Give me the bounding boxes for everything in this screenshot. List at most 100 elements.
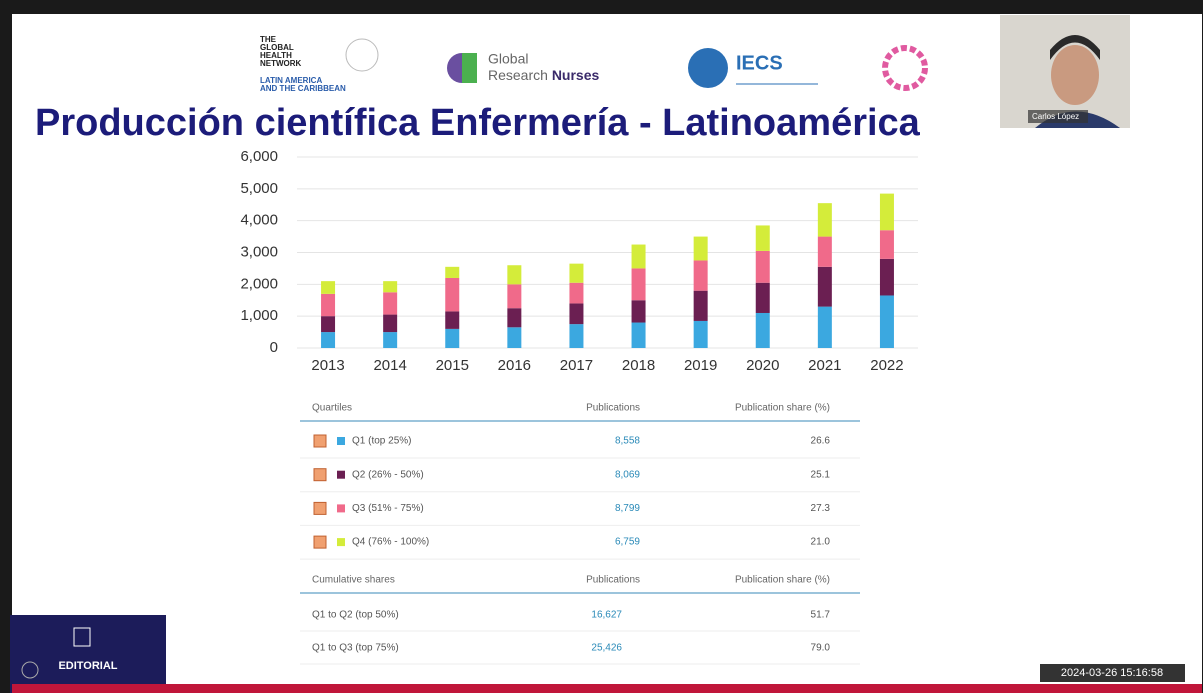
bar-segment [879,230,894,259]
bar-segment [631,300,646,323]
bar-segment [693,260,708,291]
bar-segment [383,332,398,348]
logo-text: AND THE CARIBBEAN [260,84,346,93]
bar-segment [879,295,894,348]
bar-segment [879,193,894,231]
row-swatch [337,504,345,513]
bar-segment [817,203,832,237]
bar-segment [507,284,522,309]
bar-segment [879,258,894,296]
logo-mark [462,53,477,83]
bar-segment [507,308,522,328]
row-publications: 8,069 [615,469,640,480]
bar-segment [631,268,646,301]
row-checkbox [313,535,327,549]
bar-segment [445,266,460,278]
hair [1050,35,1100,60]
x-tick-label: 2018 [622,357,655,374]
row-share: 25.1 [811,469,831,480]
row-publications: 8,558 [615,436,640,447]
row-label: Q4 (76% - 100%) [352,537,429,548]
y-tick-label: 2,000 [240,275,278,292]
row-label: Q1 to Q2 (top 50%) [312,610,399,621]
bar-segment [755,312,770,348]
row-share: 51.7 [811,610,831,621]
logo-text: LATIN AMERICA [260,76,322,85]
bar-segment [445,277,460,312]
bar-segment [693,290,708,321]
row-share: 26.6 [811,436,831,447]
table-header: Publication share (%) [735,403,830,414]
row-label: Q3 (51% - 75%) [352,503,424,514]
bar-segment [321,293,336,317]
x-tick-label: 2016 [498,357,531,374]
bar-segment [693,236,708,261]
logo-mark [688,48,728,88]
row-label: Q1 (top 25%) [352,436,411,447]
logo-text: HEALTH [260,51,292,60]
bar-segment [445,328,460,348]
row-label: Q1 to Q3 (top 75%) [312,643,399,654]
x-tick-label: 2015 [436,357,469,374]
row-checkbox [313,468,327,482]
bar-segment [321,316,336,333]
table-header: Cumulative shares [312,575,395,586]
y-tick-label: 4,000 [240,212,278,229]
logo-text: Research [488,67,548,83]
x-tick-label: 2020 [746,357,779,374]
bar-segment [817,306,832,348]
table-header: Publications [586,403,640,414]
name-tag [1028,110,1088,123]
bar-segment [383,281,398,293]
y-tick-label: 5,000 [240,180,278,197]
logo-iecs: IECS [688,48,818,88]
row-publications: 25,426 [591,643,622,654]
bar-segment [383,314,398,333]
chart: 0 1,000 2,000 3,000 4,000 5,000 6,000 2013 2014 2… [240,148,918,374]
bar-segment [321,281,336,294]
bar-segment [693,320,708,348]
y-tick-label: 1,000 [240,307,278,324]
timestamp-bg [1040,664,1185,682]
x-tick-label: 2014 [373,357,406,374]
row-checkbox [313,501,327,515]
logo-circle [882,45,928,91]
bar-segment [817,266,832,307]
bar-segment [569,263,584,283]
webcam-name: Carlos López [1032,112,1079,121]
bar-segment [631,322,646,348]
bar-segment [755,250,770,283]
editorial-box [10,615,166,693]
row-publications: 16,627 [591,610,622,621]
y-tick-label: 6,000 [240,148,278,165]
row-share: 27.3 [811,503,831,514]
row-swatch [337,470,345,479]
editorial-icon [73,627,91,647]
logo-nurses: Global Research Nurses [447,51,599,83]
slide-title: Producción científica Enfermería - Latin… [35,102,921,144]
x-tick-label: 2022 [870,357,903,374]
x-tick-label: 2019 [684,357,717,374]
bar-segment [755,225,770,251]
row-swatch [337,538,345,547]
bar-segment [569,324,584,348]
row-publications: 8,799 [615,503,640,514]
bar-segment [321,332,336,348]
bar-segment [569,303,584,325]
logo-globe [345,38,379,72]
y-tick-label: 0 [270,339,278,356]
y-tick-label: 3,000 [240,243,278,260]
logo-text: Global [488,51,528,67]
row-publications: 6,759 [615,537,640,548]
nav-button[interactable] [21,661,39,679]
bar-segment [569,282,584,304]
bar-segment [631,244,646,269]
logo-network: THE GLOBAL HEALTH NETWORK LATIN AMERICA … [260,35,379,93]
bar-segment [817,236,832,267]
row-checkbox [313,434,327,448]
x-tick-label: 2013 [311,357,344,374]
editorial: EDITORIAL [58,660,117,672]
bar-segment [445,311,460,329]
logo-text: GLOBAL [260,43,294,52]
